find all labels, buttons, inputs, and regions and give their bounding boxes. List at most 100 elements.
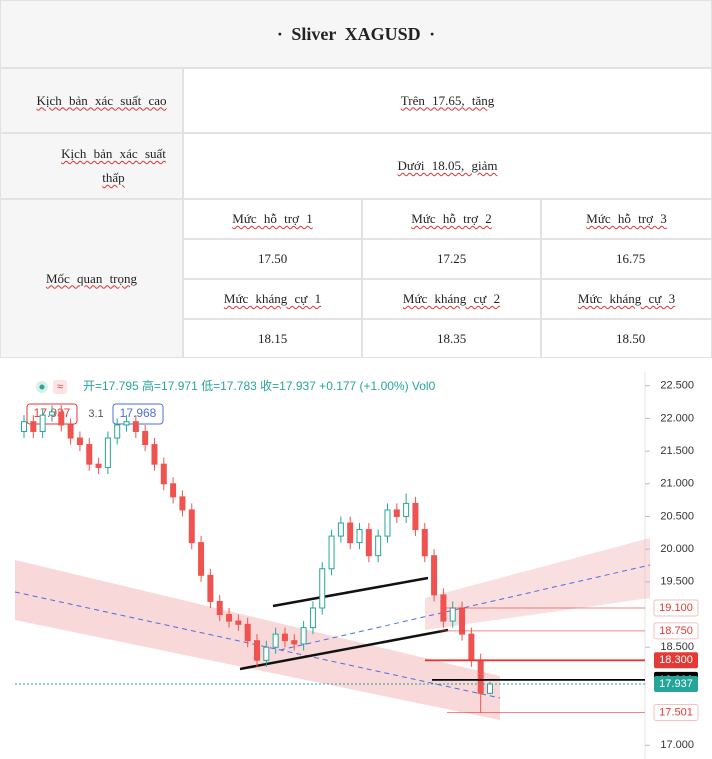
candle-body: [384, 509, 391, 537]
row-label: Kịch bản xác suất thấp: [0, 133, 183, 199]
candle-body: [58, 411, 65, 426]
candle-body: [226, 614, 233, 622]
badge-text: 17.968: [120, 406, 157, 420]
candle-body: [244, 623, 251, 642]
level-value: 18.35: [362, 319, 541, 358]
trendline: [272, 576, 429, 608]
price-tag: [654, 676, 698, 693]
candle-body: [207, 574, 214, 602]
candle-body: [235, 620, 242, 625]
candle-body: [30, 421, 37, 432]
level-value-text: 18.15: [258, 330, 288, 346]
level-label-text: Mức kháng cự 2: [402, 291, 501, 306]
candle-body: [459, 607, 466, 635]
y-tick-label: 18.500: [660, 641, 694, 653]
candle-body: [67, 424, 74, 439]
candle-body: [86, 444, 93, 465]
level-label: Mức hỗ trợ 3: [541, 199, 712, 239]
row-value-text: Dưới 18.05, giảm: [397, 158, 498, 173]
level-value: 17.50: [183, 239, 362, 279]
chart-background: [15, 372, 706, 759]
candle-body: [160, 463, 167, 485]
level-label-text: Mức hỗ trợ 2: [411, 211, 492, 226]
level-label: Mức kháng cự 2: [362, 279, 541, 319]
level-value-text: 17.25: [437, 251, 467, 266]
candle-body: [104, 437, 111, 468]
candle-body: [188, 509, 195, 544]
level-label: Mức hỗ trợ 1: [183, 199, 362, 239]
candle-body: [421, 529, 428, 557]
candle-body: [412, 502, 419, 531]
y-tick-label: 17.000: [660, 739, 694, 751]
candle-body: [114, 424, 121, 439]
level-value: 17.25: [362, 239, 541, 279]
candle-body: [39, 414, 46, 432]
level-label: Mức kháng cự 1: [183, 279, 362, 319]
level-label-text: Mức hỗ trợ 1: [232, 211, 313, 226]
candle-body: [403, 502, 410, 517]
candle-body: [393, 509, 400, 517]
row-label: Kịch bản xác suất cao: [0, 68, 183, 133]
row-label-text: Kịch bản xác suất cao: [36, 92, 167, 108]
chart: ≈ 开=17.795 高=17.971 低=17.783 收=17.937 +0…: [14, 372, 706, 759]
price-tag: [654, 652, 698, 669]
level-value-text: 17.50: [258, 251, 288, 266]
level-label-text: Mức kháng cự 1: [223, 291, 322, 306]
candle-body: [21, 421, 27, 432]
candle-body: [76, 437, 83, 446]
candle-body: [254, 640, 260, 661]
price-tag: [653, 599, 699, 617]
candle-body: [356, 529, 363, 544]
level-label-text: Mức hỗ trợ 3: [586, 211, 667, 226]
row-label-text: Kịch bản xác suất thấp: [61, 146, 166, 185]
price-tag-label: 17.937: [659, 678, 693, 690]
level-label-text: Mức kháng cự 3: [577, 291, 676, 306]
candle-body: [263, 646, 270, 661]
badge-text: 3.1: [88, 408, 103, 420]
candle-body: [328, 535, 335, 570]
candle-body: [347, 522, 354, 544]
channel-band: [425, 538, 650, 630]
candle-body: [365, 529, 372, 557]
price-tag: [653, 622, 699, 640]
level-value-text: 18.35: [437, 330, 467, 346]
level-value-text: 16.75: [616, 251, 646, 266]
price-tag-label: 18.750: [659, 625, 693, 637]
candle-body: [179, 496, 186, 511]
price-tag: [653, 704, 699, 722]
candle-body: [477, 659, 484, 694]
y-tick-label: 22.000: [660, 412, 694, 424]
candle-body: [170, 483, 177, 498]
candle-body: [142, 430, 149, 446]
y-tick-label: 19.500: [660, 576, 694, 588]
y-tick-label: 22.500: [660, 380, 694, 392]
channel-midline: [14, 591, 501, 699]
key-levels-text: Mốc quan trọng: [45, 270, 138, 286]
candle-body: [281, 633, 288, 642]
level-label: Mức hỗ trợ 2: [362, 199, 541, 239]
candle-body: [487, 683, 493, 694]
y-tick-label: 21.500: [660, 445, 694, 457]
candle-body: [123, 421, 130, 426]
y-tick-label: 21.000: [660, 478, 694, 490]
price-tag-label: 19.100: [659, 602, 693, 614]
candle-body: [151, 444, 158, 465]
wave-icon: [53, 380, 67, 394]
row-value: Dưới 18.05, giảm: [183, 133, 712, 199]
level-value: 16.75: [541, 239, 712, 279]
y-tick-label: 20.000: [660, 543, 694, 555]
candle-body: [431, 555, 438, 596]
y-tick-label: 20.500: [660, 510, 694, 522]
status-icon: [39, 384, 45, 390]
candle-body: [449, 607, 456, 622]
candle-body: [48, 411, 55, 416]
wave-icon-glyph: ≈: [57, 381, 63, 393]
row-value-text: Trên 17.65, tăng: [400, 92, 495, 108]
candle-body: [309, 607, 316, 629]
ohlc-header: 开=17.795 高=17.971 低=17.783 收=17.937 +0.1…: [83, 378, 436, 393]
candle-body: [272, 633, 279, 648]
level-label: Mức kháng cự 3: [541, 279, 712, 319]
title: · Sliver XAGUSD ·: [0, 0, 712, 68]
trendline: [239, 628, 449, 671]
